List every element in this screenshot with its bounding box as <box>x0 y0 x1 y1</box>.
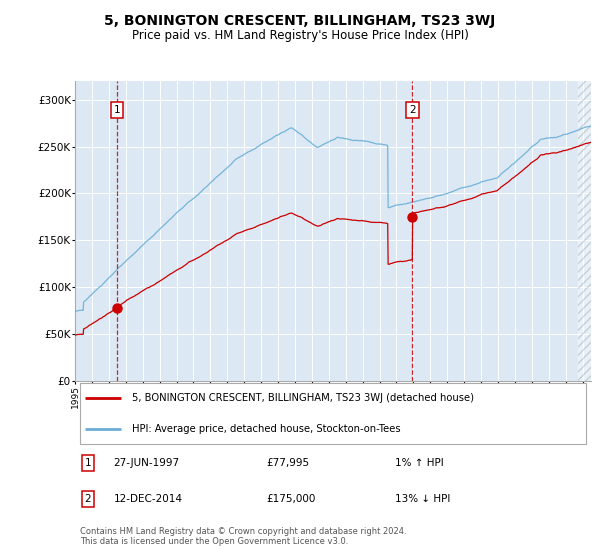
Text: Price paid vs. HM Land Registry's House Price Index (HPI): Price paid vs. HM Land Registry's House … <box>131 29 469 42</box>
Text: £175,000: £175,000 <box>266 494 315 504</box>
Text: £77,995: £77,995 <box>266 458 309 468</box>
Text: HPI: Average price, detached house, Stockton-on-Tees: HPI: Average price, detached house, Stoc… <box>132 424 400 433</box>
Text: 27-JUN-1997: 27-JUN-1997 <box>114 458 180 468</box>
FancyBboxPatch shape <box>80 382 586 445</box>
Text: 2: 2 <box>409 105 416 115</box>
Bar <box>578 81 591 381</box>
Text: 12-DEC-2014: 12-DEC-2014 <box>114 494 182 504</box>
Text: 5, BONINGTON CRESCENT, BILLINGHAM, TS23 3WJ (detached house): 5, BONINGTON CRESCENT, BILLINGHAM, TS23 … <box>132 393 474 403</box>
Text: 5, BONINGTON CRESCENT, BILLINGHAM, TS23 3WJ: 5, BONINGTON CRESCENT, BILLINGHAM, TS23 … <box>104 14 496 28</box>
Text: 1: 1 <box>114 105 121 115</box>
Text: Contains HM Land Registry data © Crown copyright and database right 2024.
This d: Contains HM Land Registry data © Crown c… <box>80 526 407 546</box>
Text: 1% ↑ HPI: 1% ↑ HPI <box>395 458 443 468</box>
Text: 2: 2 <box>85 494 91 504</box>
Text: 13% ↓ HPI: 13% ↓ HPI <box>395 494 450 504</box>
Text: 1: 1 <box>85 458 91 468</box>
